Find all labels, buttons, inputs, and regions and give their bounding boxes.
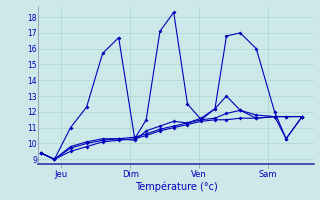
- X-axis label: Température (°c): Température (°c): [135, 181, 217, 192]
